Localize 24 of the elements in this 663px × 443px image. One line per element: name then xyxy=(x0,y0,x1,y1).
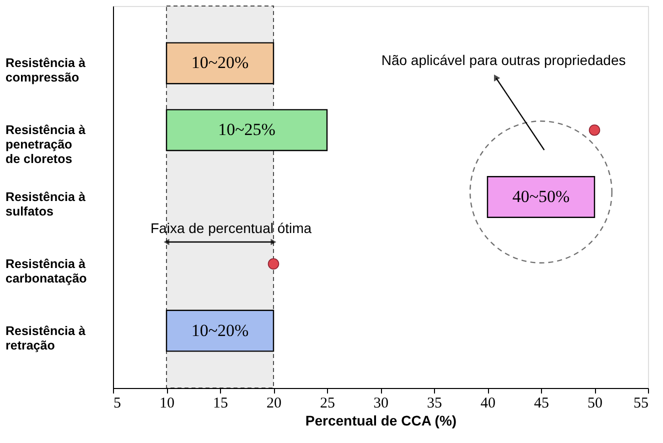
x-tick-label: 45 xyxy=(534,396,549,412)
x-tick-label: 20 xyxy=(266,396,282,412)
x-tick-label: 40 xyxy=(480,396,496,412)
band-label: Faixa de percentual ótima xyxy=(150,220,312,236)
x-tick-label: 25 xyxy=(320,396,335,412)
y-tick-label: Resistência à compressão xyxy=(6,56,86,85)
x-tick-label: 30 xyxy=(374,396,388,412)
x-tick-label: 5 xyxy=(114,396,121,412)
y-tick-label: Resistência à carbonatação xyxy=(6,256,88,286)
bar xyxy=(486,176,596,218)
annotation: 10~20% xyxy=(191,53,249,72)
x-tick-label: 55 xyxy=(634,396,648,412)
annotation: 10~25% xyxy=(218,120,276,140)
x-tick-label: 15 xyxy=(213,396,228,412)
x-tick-label: 50 xyxy=(588,396,602,412)
y-tick-label: Resistência à sulfatos xyxy=(6,190,86,218)
annotation: 40~50% xyxy=(512,187,570,206)
y-tick-label: Resistência à penetração de cloretos xyxy=(6,123,86,166)
x-tick-label: 10 xyxy=(160,396,174,412)
annotation: 10~20% xyxy=(191,320,249,340)
x-tick-label: 35 xyxy=(427,396,442,412)
y-tick-label: Resistência à retração xyxy=(6,324,86,352)
x-axis-title: Percentual de CCA (%) xyxy=(305,412,457,428)
annotation: Não aplicável para outras propriedades xyxy=(381,52,626,68)
